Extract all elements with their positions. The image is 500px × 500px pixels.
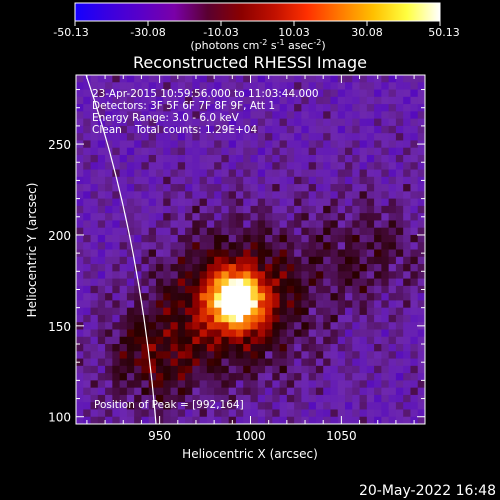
x-tick-label: 1050 xyxy=(326,429,357,443)
x-tick-label: 950 xyxy=(148,429,171,443)
y-axis-label: Heliocentric Y (arcsec) xyxy=(25,183,39,318)
info-line-time: 23-Apr-2015 10:59:56.000 to 11:03:44.000 xyxy=(92,88,319,100)
info-line-energy: Energy Range: 3.0 - 6.0 keV xyxy=(92,112,240,124)
solar-limb-curve xyxy=(85,75,157,424)
chart-title: Reconstructed RHESSI Image xyxy=(133,53,367,72)
x-tick-label: 1000 xyxy=(235,429,266,443)
colorbar-tick-label: 10.03 xyxy=(278,26,310,39)
y-tick-label: 100 xyxy=(48,411,71,425)
x-axis-label: Heliocentric X (arcsec) xyxy=(182,447,318,461)
colorbar-tick-label: -50.13 xyxy=(53,26,88,39)
y-tick-label: 150 xyxy=(48,320,71,334)
y-tick-label: 250 xyxy=(48,138,71,152)
colorbar-ticks: -50.13 -30.08 -10.03 10.03 30.08 50.13 xyxy=(53,21,460,39)
colorbar-tick-label: -30.08 xyxy=(130,26,165,39)
colorbar-unit: (photons cm-2 s-1 asec-2) xyxy=(190,38,325,52)
info-line-detectors: Detectors: 3F 5F 6F 7F 8F 9F, Att 1 xyxy=(92,100,275,112)
info-line-counts: Clean Total counts: 1.29E+04 xyxy=(92,124,257,136)
heatmap-image xyxy=(76,75,425,424)
info-block: 23-Apr-2015 10:59:56.000 to 11:03:44.000… xyxy=(92,88,319,136)
colorbar-tick-label: 50.13 xyxy=(428,26,460,39)
colorbar xyxy=(74,2,441,22)
peak-position-label: Position of Peak = [992,164] xyxy=(94,399,244,411)
colorbar-tick-label: -10.03 xyxy=(203,26,238,39)
footer-date: 20-May-2022 16:48 xyxy=(359,483,496,499)
colorbar-tick-label: 30.08 xyxy=(351,26,383,39)
axes: 950 1000 1050 100 150 200 250 xyxy=(48,75,425,443)
y-tick-label: 200 xyxy=(48,229,71,243)
